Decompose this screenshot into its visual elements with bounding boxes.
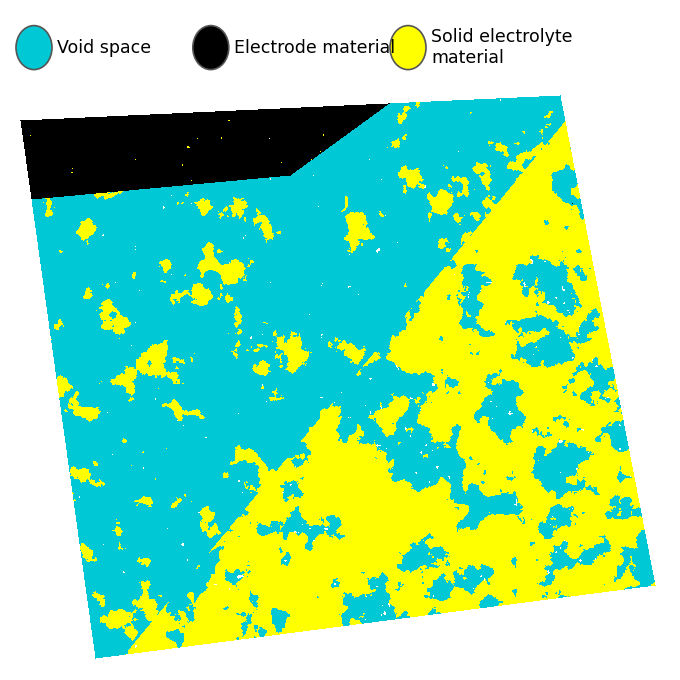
Ellipse shape [193, 26, 228, 69]
Text: Void space: Void space [57, 39, 151, 56]
Ellipse shape [390, 26, 426, 69]
Text: Electrode material: Electrode material [234, 39, 395, 56]
Text: Solid electrolyte
material: Solid electrolyte material [431, 28, 573, 67]
Ellipse shape [16, 26, 52, 69]
